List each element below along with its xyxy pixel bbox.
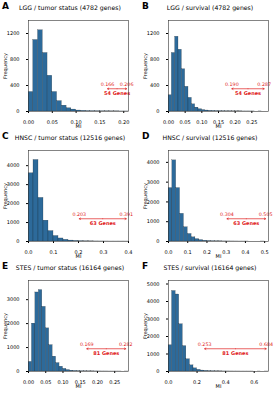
- svg-text:MI: MI: [216, 123, 222, 129]
- svg-text:1200: 1200: [7, 30, 20, 36]
- svg-text:Frequency: Frequency: [142, 183, 149, 209]
- svg-text:81 Genes: 81 Genes: [222, 350, 248, 356]
- svg-text:Frequency: Frequency: [2, 313, 9, 339]
- svg-text:0: 0: [156, 238, 159, 244]
- svg-text:0.00: 0.00: [163, 119, 174, 125]
- svg-text:54 Genes: 54 Genes: [104, 90, 130, 96]
- svg-text:0.05: 0.05: [47, 119, 58, 125]
- svg-text:MI: MI: [216, 253, 222, 259]
- svg-text:1000: 1000: [7, 219, 20, 225]
- svg-text:400: 400: [150, 82, 160, 88]
- svg-text:0.684: 0.684: [259, 342, 273, 347]
- svg-text:4000: 4000: [147, 298, 160, 304]
- svg-text:Frequency: Frequency: [142, 53, 149, 79]
- svg-text:0.0: 0.0: [25, 249, 33, 255]
- svg-text:0.287: 0.287: [257, 82, 271, 87]
- svg-text:1000: 1000: [7, 344, 20, 350]
- svg-text:0.2: 0.2: [193, 379, 201, 385]
- svg-text:3000: 3000: [147, 179, 160, 185]
- svg-text:0: 0: [16, 368, 19, 374]
- svg-text:0.10: 0.10: [196, 119, 207, 125]
- svg-text:1200: 1200: [147, 30, 160, 36]
- svg-text:0.25: 0.25: [109, 379, 120, 385]
- svg-text:0.3: 0.3: [222, 249, 230, 255]
- svg-text:3000: 3000: [7, 181, 20, 187]
- svg-text:0.3: 0.3: [100, 249, 108, 255]
- svg-text:0.0: 0.0: [165, 249, 173, 255]
- svg-text:0: 0: [156, 108, 159, 114]
- svg-text:0.4: 0.4: [125, 249, 133, 255]
- svg-text:81 Genes: 81 Genes: [93, 350, 119, 356]
- svg-text:0.15: 0.15: [212, 119, 225, 126]
- svg-text:54 Genes: 54 Genes: [235, 90, 261, 96]
- svg-text:0.391: 0.391: [119, 212, 133, 217]
- svg-text:0.1: 0.1: [184, 249, 192, 255]
- svg-text:3000: 3000: [147, 316, 160, 322]
- svg-text:0.166: 0.166: [101, 82, 115, 87]
- html-text:F: F: [142, 261, 149, 271]
- svg-text:Frequency: Frequency: [2, 53, 9, 79]
- svg-text:0.4: 0.4: [241, 249, 249, 255]
- svg-text:Frequency: Frequency: [2, 183, 9, 209]
- svg-text:0.25: 0.25: [246, 119, 257, 125]
- svg-text:MI: MI: [216, 383, 222, 389]
- svg-text:0.203: 0.203: [72, 212, 86, 217]
- svg-text:0.169: 0.169: [80, 342, 94, 347]
- svg-text:0.20: 0.20: [118, 119, 129, 125]
- html-text:LGG / survival (4782 genes): LGG / survival (4782 genes): [166, 4, 254, 11]
- svg-text:0.1: 0.1: [50, 249, 58, 255]
- svg-text:1000: 1000: [147, 218, 160, 224]
- html-text:C: C: [2, 131, 9, 141]
- svg-text:MI: MI: [76, 123, 82, 129]
- svg-text:800: 800: [10, 56, 20, 62]
- html-text:STES / tumor status (16164 gen: STES / tumor status (16164 genes): [15, 264, 125, 271]
- svg-text:400: 400: [10, 82, 20, 88]
- svg-text:0.20: 0.20: [230, 119, 241, 125]
- svg-text:MI: MI: [76, 253, 82, 259]
- svg-text:0.0: 0.0: [165, 379, 173, 385]
- svg-text:0.505: 0.505: [259, 212, 273, 217]
- svg-text:2000: 2000: [7, 200, 20, 206]
- svg-text:0: 0: [16, 238, 19, 244]
- svg-text:Frequency: Frequency: [142, 313, 149, 339]
- svg-text:63 Genes: 63 Genes: [233, 220, 259, 226]
- svg-text:0.20: 0.20: [92, 379, 103, 385]
- html-text:E: E: [2, 261, 9, 271]
- svg-text:0.05: 0.05: [40, 379, 51, 385]
- svg-text:0.5: 0.5: [261, 249, 269, 255]
- svg-text:0.10: 0.10: [57, 379, 68, 385]
- html-text:B: B: [142, 1, 149, 11]
- svg-text:0: 0: [16, 108, 19, 114]
- svg-text:1000: 1000: [147, 351, 160, 357]
- svg-text:4000: 4000: [147, 159, 160, 165]
- svg-text:0.00: 0.00: [23, 379, 34, 385]
- html-text:HNSC / survival (12516 genes): HNSC / survival (12516 genes): [162, 134, 258, 141]
- svg-text:0.2: 0.2: [203, 249, 211, 255]
- html-text:A: A: [2, 1, 9, 11]
- html-text:D: D: [142, 131, 150, 141]
- svg-text:0.282: 0.282: [119, 342, 133, 347]
- svg-text:4000: 4000: [7, 162, 20, 168]
- svg-text:0.00: 0.00: [23, 119, 34, 125]
- svg-text:0.05: 0.05: [180, 119, 191, 125]
- html-text:HNSC / tumor status (12516 gen: HNSC / tumor status (12516 genes): [14, 134, 126, 141]
- svg-text:0.190: 0.190: [225, 82, 239, 87]
- svg-text:63 Genes: 63 Genes: [90, 220, 116, 226]
- svg-text:0.4: 0.4: [222, 379, 230, 385]
- svg-text:0.304: 0.304: [220, 212, 234, 217]
- svg-text:3000: 3000: [7, 296, 20, 302]
- svg-text:2000: 2000: [147, 199, 160, 205]
- svg-text:0.253: 0.253: [198, 342, 212, 347]
- svg-text:5000: 5000: [147, 281, 160, 287]
- html-text:LGG / tumor status (4782 genes: LGG / tumor status (4782 genes): [19, 4, 121, 11]
- svg-text:0: 0: [156, 368, 159, 374]
- svg-text:2000: 2000: [147, 333, 160, 339]
- svg-text:2000: 2000: [7, 320, 20, 326]
- svg-text:MI: MI: [76, 383, 82, 389]
- svg-text:0.6: 0.6: [250, 379, 258, 385]
- html-text:STES / survival (16164 genes): STES / survival (16164 genes): [163, 264, 257, 271]
- svg-text:800: 800: [150, 56, 160, 62]
- svg-text:0.206: 0.206: [120, 82, 134, 87]
- svg-text:0.15: 0.15: [94, 119, 105, 125]
